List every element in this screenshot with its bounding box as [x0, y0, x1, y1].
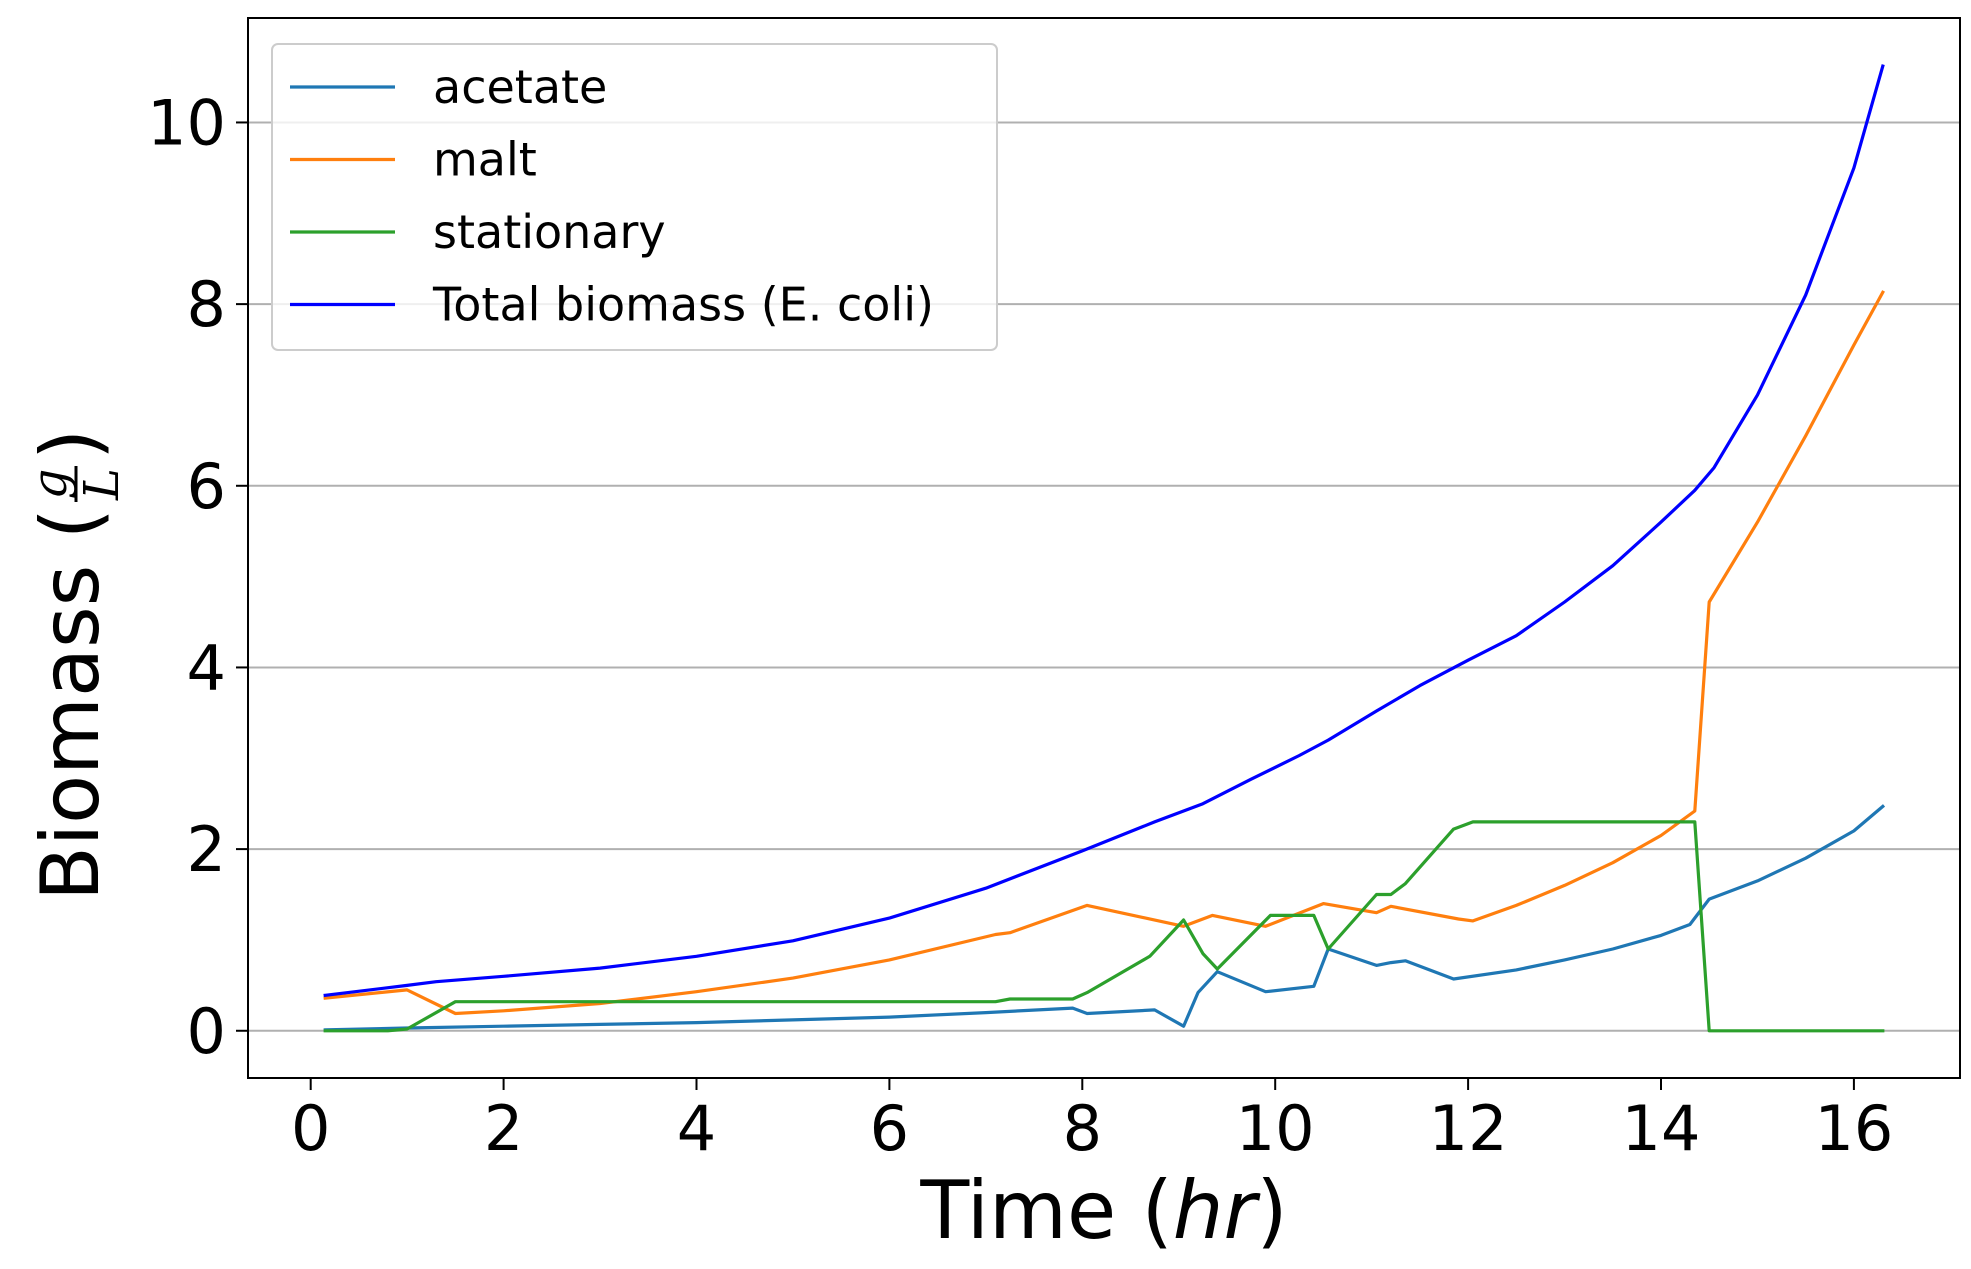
- y-axis-label-post: ): [24, 429, 117, 460]
- y-gridlines: [248, 121, 1960, 1032]
- plot-area-frame: [247, 17, 1961, 1079]
- legend-items: acetate malt stationary Total biomass (E. c…: [290, 60, 934, 332]
- x-tick-label: 6: [870, 1092, 909, 1165]
- y-axis-label-pre: Biomass (: [24, 508, 117, 901]
- x-tick-label: 8: [1063, 1092, 1102, 1165]
- legend: acetate malt stationary Total biomass (E. c…: [271, 43, 998, 351]
- x-axis-label-post: ): [1256, 1164, 1287, 1257]
- x-axis-label-pre: Time (: [919, 1164, 1172, 1257]
- y-axis-label-unit-denominator: L: [74, 468, 130, 501]
- legend-label-acetate: acetate: [433, 60, 607, 114]
- y-axis-ticks: 0 2 4 6 8 10: [147, 86, 248, 1068]
- y-tick-label: 8: [187, 268, 226, 341]
- series-line-acetate: [323, 804, 1886, 1032]
- y-tick-label: 4: [187, 631, 226, 704]
- y-tick-label: 6: [187, 450, 226, 523]
- x-tick-label: 14: [1622, 1092, 1701, 1165]
- y-axis-label: Biomass ( g L ): [22, 429, 130, 901]
- x-axis-label-unit: hr: [1173, 1164, 1262, 1257]
- x-tick-label: 0: [291, 1092, 330, 1165]
- x-tick-label: 16: [1814, 1092, 1893, 1165]
- y-axis-label-unit-numerator: g: [22, 469, 78, 500]
- series-line-total-biomass-e-coli: [323, 64, 1885, 998]
- legend-label-stationary: stationary: [433, 205, 666, 259]
- y-tick-label: 0: [187, 995, 226, 1068]
- legend-box: [271, 43, 998, 351]
- legend-label-total-biomass-e-coli: Total biomass (E. coli): [432, 278, 934, 332]
- x-tick-label: 10: [1236, 1092, 1315, 1165]
- x-axis-label: Time (hr): [919, 1164, 1287, 1257]
- y-tick-label: 10: [147, 86, 226, 159]
- y-tick-label: 2: [187, 813, 226, 886]
- x-tick-label: 12: [1429, 1092, 1508, 1165]
- x-axis-ticks: 0 2 4 6 8 10 12 14 16: [291, 1078, 1893, 1165]
- series-line-stationary: [323, 820, 1885, 1033]
- x-tick-label: 2: [484, 1092, 523, 1165]
- legend-label-malt: malt: [433, 133, 537, 187]
- series-lines: [323, 64, 1886, 1033]
- series-line-malt: [323, 290, 1885, 1016]
- x-tick-label: 4: [677, 1092, 716, 1165]
